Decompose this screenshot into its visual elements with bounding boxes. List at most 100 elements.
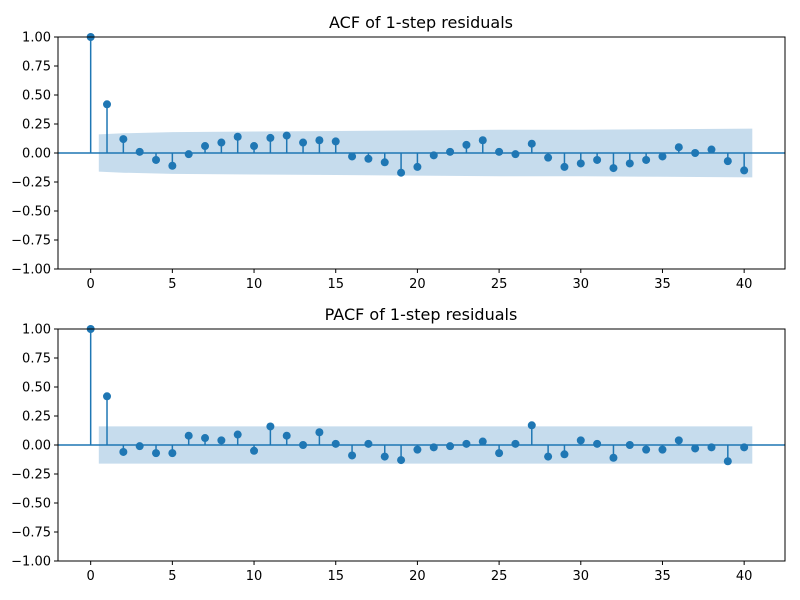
pacf-y-tick-label: −0.75 [11, 526, 51, 541]
pacf-x-tick-label: 40 [736, 569, 753, 584]
acf-stem-marker [429, 151, 438, 160]
acf-panel: ACF of 1-step residuals 0 5 10 15 20 25 30 35 40… [11, 13, 786, 292]
acf-stem-marker [527, 139, 536, 148]
acf-title: ACF of 1-step residuals [329, 13, 513, 32]
pacf-stem-marker [429, 443, 438, 452]
acf-x-tick-label: 5 [168, 277, 176, 292]
pacf-panel: PACF of 1-step residuals 0 5 10 15 20 25 30 35 4… [11, 305, 786, 585]
acf-stem-marker [217, 138, 226, 147]
pacf-stem-marker [119, 447, 128, 456]
acf-stem-marker [609, 164, 618, 173]
acf-y-tick-label: 0.25 [22, 118, 51, 133]
acf-stem-marker [723, 157, 732, 166]
pacf-stem-marker [315, 428, 324, 437]
acf-stem-marker [397, 168, 406, 177]
acf-x-tick-label: 20 [409, 277, 426, 292]
pacf-stem-marker [103, 392, 112, 401]
acf-stem-marker [135, 147, 144, 156]
pacf-stem-marker [250, 446, 259, 455]
acf-stem-marker [331, 137, 340, 146]
pacf-stem-marker [135, 442, 144, 451]
pacf-stem-marker [397, 456, 406, 465]
pacf-stem-marker [201, 434, 210, 443]
pacf-stem-marker [413, 445, 422, 454]
pacf-stem-marker [462, 439, 471, 448]
pacf-x-tick-label: 30 [573, 569, 590, 584]
pacf-stem-marker [740, 443, 749, 452]
pacf-x-tick-label: 15 [327, 569, 344, 584]
acf-x-tick-label: 0 [87, 277, 95, 292]
pacf-stem-marker [723, 457, 732, 466]
pacf-stem-marker [576, 436, 585, 445]
pacf-stem-marker [642, 445, 651, 454]
pacf-stem-marker [609, 453, 618, 462]
pacf-x-tick-label: 10 [246, 569, 263, 584]
pacf-stem-marker [544, 452, 553, 461]
pacf-stem-marker [560, 450, 569, 459]
acf-y-tick-label: −1.00 [11, 263, 51, 278]
acf-stem-marker [184, 150, 193, 159]
acf-stem-marker [299, 138, 308, 147]
acf-stem-marker [168, 161, 177, 170]
pacf-stem-marker [168, 449, 177, 458]
pacf-stem-marker [184, 431, 193, 440]
acf-stem-marker [233, 132, 242, 141]
pacf-stem-marker [691, 444, 700, 453]
acf-stem-marker [462, 140, 471, 149]
acf-stem-marker [103, 100, 112, 109]
pacf-x-tick-label: 0 [87, 569, 95, 584]
pacf-stem-marker [593, 439, 602, 448]
acf-stem-marker [266, 133, 275, 142]
pacf-stem-marker [282, 431, 291, 440]
acf-x-tick-label: 40 [736, 277, 753, 292]
pacf-stem-marker [364, 439, 373, 448]
pacf-y-tick-label: −1.00 [11, 555, 51, 570]
pacf-stem-marker [152, 449, 161, 458]
pacf-stem-marker [674, 436, 683, 445]
pacf-x-tick-label: 25 [491, 569, 508, 584]
pacf-y-tick-label: 0.00 [22, 439, 51, 454]
acf-y-tick-label: −0.25 [11, 176, 51, 191]
acf-y-tick-label: 0.50 [22, 89, 51, 104]
pacf-stem-marker [299, 441, 308, 449]
acf-stem-marker [560, 162, 569, 171]
acf-y-tick-label: 0.00 [22, 147, 51, 162]
acf-stem-marker [707, 145, 716, 154]
pacf-stem-marker [511, 439, 520, 448]
acf-stem-marker [282, 131, 291, 140]
acf-stem-marker [511, 150, 520, 159]
pacf-stem-marker [527, 421, 536, 430]
acf-frame [57, 36, 786, 270]
acf-stem-marker [478, 136, 487, 145]
pacf-stem-marker [658, 445, 667, 454]
pacf-frame [57, 328, 786, 562]
pacf-x-tick-label: 20 [409, 569, 426, 584]
pacf-y-tick-label: −0.25 [11, 468, 51, 483]
pacf-axes: 0 5 10 15 20 25 30 35 40 −1.00 −0.75 −0.50 −0.25 0.00… [11, 323, 752, 585]
acf-x-tick-label: 30 [573, 277, 590, 292]
acf-stem-marker [642, 155, 651, 164]
pacf-stem-marker [707, 443, 716, 452]
acf-stem-marker [152, 155, 161, 164]
pacf-stem-marker [217, 436, 226, 445]
acf-y-tick-label: 1.00 [22, 31, 51, 46]
pacf-y-tick-label: 0.25 [22, 410, 51, 425]
pacf-stem-marker [446, 442, 455, 451]
acf-stem-marker [250, 142, 259, 151]
acf-stem-marker [495, 147, 504, 156]
acf-stem-marker [348, 152, 357, 161]
acf-stem-marker [625, 159, 634, 168]
acf-x-tick-label: 35 [654, 277, 671, 292]
pacf-stem-marker [348, 451, 357, 460]
pacf-x-tick-label: 5 [168, 569, 176, 584]
pacf-y-tick-label: 0.50 [22, 381, 51, 396]
pacf-stem-marker [478, 437, 487, 446]
acf-stem-marker [315, 136, 324, 145]
acf-stem-marker [119, 135, 128, 144]
acf-stem-marker [691, 149, 700, 157]
acf-stem-marker [576, 159, 585, 168]
acf-stem-marker [593, 155, 602, 164]
acf-stem-marker [413, 162, 422, 171]
acf-x-tick-label: 10 [246, 277, 263, 292]
